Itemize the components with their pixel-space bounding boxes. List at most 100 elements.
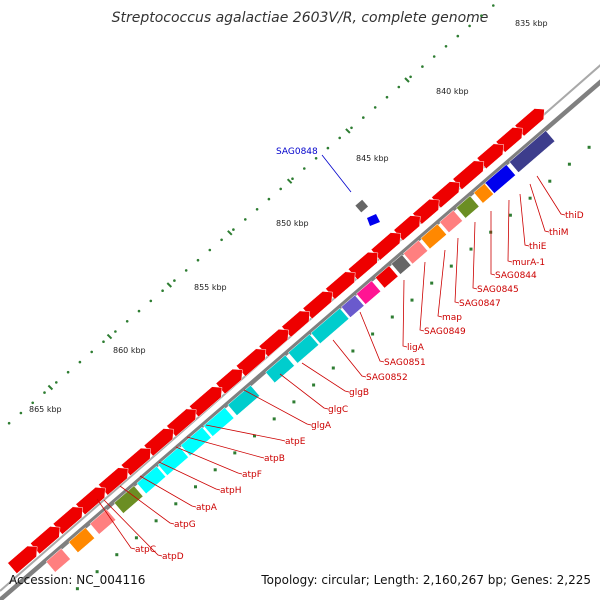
gene-label: atpE [285, 437, 306, 447]
leader-line [205, 424, 286, 442]
tick-labels: 835 kbp 840 kbp 845 kbp 850 kbp 855 kbp 860 k… [29, 19, 548, 414]
major-tick [404, 77, 410, 83]
minor-tick [480, 14, 483, 17]
gene-track [7, 108, 556, 574]
tick-marks [7, 4, 591, 591]
gene-feature [265, 354, 295, 384]
leader-line [402, 279, 408, 348]
gene-feature [403, 239, 429, 265]
tick-label: 855 kbp [194, 283, 227, 292]
leader-line [175, 446, 243, 475]
gene-label: SAG0852 [366, 373, 408, 383]
accession-text: Accession: NC_004116 [9, 573, 146, 587]
gene-label: SAG0849 [424, 327, 466, 337]
inner-tick [213, 468, 217, 472]
inner-tick [134, 536, 138, 540]
inner-tick [253, 434, 256, 438]
minor-tick [19, 411, 23, 415]
major-tick [286, 178, 293, 184]
gene-feature [166, 408, 197, 437]
gene-feature [390, 254, 412, 275]
gene-label: SAG0845 [477, 285, 519, 295]
gene-feature [452, 160, 485, 190]
minor-tick [338, 136, 342, 140]
minor-tick [31, 401, 34, 405]
gene-feature [113, 485, 144, 514]
major-tick [47, 384, 54, 391]
gene-feature [68, 527, 95, 553]
gene-feature [136, 465, 167, 495]
tick-label: 865 kbp [29, 405, 62, 414]
minor-tick [220, 238, 223, 242]
gene-feature [509, 130, 556, 173]
gene-label: atpH [220, 486, 242, 496]
minor-tick [362, 116, 365, 119]
minor-tick [314, 157, 318, 160]
inner-tick [194, 485, 197, 489]
gene-label: thiE [529, 242, 547, 252]
gene-feature [456, 195, 480, 219]
gene-feature [7, 545, 38, 574]
leader-line [359, 311, 385, 363]
minor-tick [102, 340, 105, 344]
minor-tick [90, 350, 93, 354]
inner-tick [75, 587, 79, 591]
gene-feature [370, 232, 401, 261]
inner-tick [233, 451, 237, 455]
gene-feature [30, 526, 61, 555]
gene-feature [215, 368, 243, 395]
map-title: Streptococcus agalactiae 2603V/R, comple… [111, 10, 489, 26]
tick-label: 860 kbp [113, 346, 146, 355]
gene-label: atpG [174, 520, 196, 530]
inner-tick [292, 400, 296, 404]
minor-tick [373, 106, 377, 109]
minor-tick [114, 330, 117, 333]
minor-tick [326, 146, 330, 150]
gene-label: thiM [549, 228, 569, 238]
gene-feature [375, 265, 399, 289]
callout-label-sag0848: SAG0848 [276, 147, 318, 157]
leader-line [536, 175, 566, 216]
minor-tick [468, 24, 471, 28]
inner-tick [312, 383, 316, 387]
gene-feature [420, 223, 447, 250]
gene-label: atpB [264, 454, 285, 464]
minor-tick [255, 208, 259, 211]
inner-tick [331, 366, 335, 370]
backbone-outer-line [0, 79, 600, 600]
leader-line [119, 485, 175, 525]
minor-tick [78, 360, 82, 364]
gene-label: atpF [242, 470, 262, 480]
leader-line [103, 499, 163, 557]
inner-tick [390, 315, 394, 319]
gene-feature [89, 508, 117, 535]
leader-line [279, 373, 329, 410]
gene-feature [75, 487, 106, 516]
gene-label: SAG0844 [495, 271, 537, 281]
gene-feature [52, 506, 83, 535]
major-tick [345, 128, 351, 134]
leader-line [301, 362, 350, 393]
inner-tick [351, 349, 355, 353]
minor-tick [149, 299, 153, 303]
minor-tick [208, 248, 212, 252]
minor-tick [7, 421, 11, 425]
inner-tick [174, 502, 178, 506]
tick-label: 840 kbp [436, 87, 469, 96]
gene-feature [180, 426, 212, 457]
minor-tick [137, 309, 141, 313]
minor-tick [350, 126, 353, 130]
minor-tick [232, 228, 235, 231]
minor-tick [55, 381, 58, 384]
gene-feature [439, 209, 463, 233]
tick-label: 850 kbp [276, 219, 309, 228]
inner-tick [410, 298, 414, 302]
major-tick [106, 333, 113, 340]
major-tick [227, 230, 233, 236]
gene-label: map [442, 313, 462, 323]
gene-feature [258, 328, 289, 358]
inner-tick [508, 213, 512, 217]
minor-tick [66, 370, 70, 374]
